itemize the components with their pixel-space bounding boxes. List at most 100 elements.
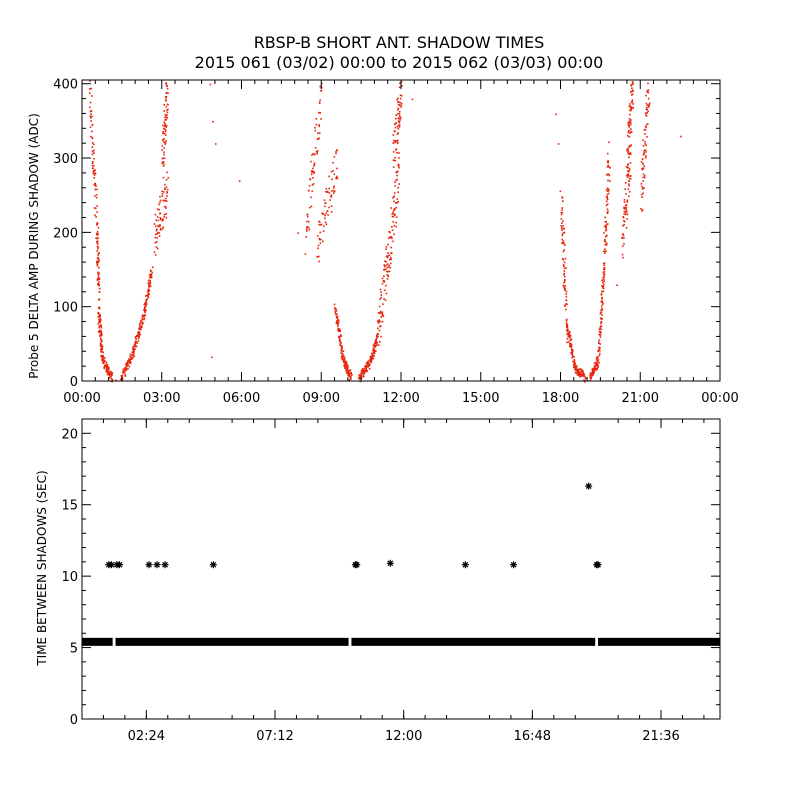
amplitude-point xyxy=(100,327,103,329)
interval-point xyxy=(161,561,169,569)
amplitude-point xyxy=(575,365,578,367)
amplitude-point xyxy=(318,137,320,139)
amplitude-point xyxy=(314,146,317,149)
amplitude-point xyxy=(607,188,610,190)
amplitude-point xyxy=(590,376,593,378)
amplitude-point xyxy=(325,212,327,215)
amplitude-point xyxy=(328,187,330,190)
amplitude-point xyxy=(573,359,576,361)
amplitude-point xyxy=(314,126,316,129)
amplitude-point xyxy=(562,265,565,268)
amplitude-point xyxy=(384,260,386,262)
amplitude-point xyxy=(166,195,168,197)
amplitude-point xyxy=(311,170,314,172)
amplitude-point xyxy=(360,372,363,375)
amplitude-point xyxy=(371,355,373,358)
amplitude-point xyxy=(568,333,571,335)
amplitude-point xyxy=(339,342,342,345)
amplitude-point xyxy=(90,117,92,119)
amplitude-point xyxy=(165,140,168,142)
amplitude-point xyxy=(100,325,102,328)
amplitude-point xyxy=(597,349,600,352)
amplitude-point xyxy=(361,368,364,370)
amplitude-point xyxy=(646,106,648,109)
amplitude-point xyxy=(90,110,93,112)
amplitude-point xyxy=(154,213,157,216)
amplitude-point xyxy=(153,251,156,254)
amplitude-point xyxy=(648,103,651,106)
amplitude-point xyxy=(628,167,630,170)
amplitude-point xyxy=(340,354,343,357)
amplitude-point xyxy=(396,139,399,142)
amplitude-point xyxy=(623,206,625,209)
amplitude-point xyxy=(570,348,573,351)
amplitude-point xyxy=(111,372,114,374)
amplitude-point xyxy=(334,308,336,310)
amplitude-point xyxy=(600,309,603,311)
amplitude-point xyxy=(385,264,388,267)
amplitude-point xyxy=(327,214,329,216)
amplitude-point xyxy=(91,161,94,163)
amplitude-point xyxy=(602,287,605,290)
amplitude-point xyxy=(631,100,634,103)
amplitude-point xyxy=(391,252,393,255)
amplitude-point xyxy=(136,335,139,338)
amplitude-point xyxy=(98,287,101,290)
amplitude-point xyxy=(630,130,633,133)
amplitude-point xyxy=(598,339,601,341)
amplitude-point xyxy=(565,296,568,298)
amplitude-point xyxy=(158,225,160,228)
amplitude-point xyxy=(332,161,334,164)
amplitude-point xyxy=(628,156,630,159)
amplitude-point xyxy=(109,376,111,379)
amplitude-point xyxy=(593,371,595,373)
amplitude-point xyxy=(153,223,156,225)
amplitude-point xyxy=(128,358,130,360)
amplitude-point xyxy=(98,278,101,280)
amplitude-point xyxy=(597,366,599,368)
amplitude-point xyxy=(141,323,144,326)
amplitude-point xyxy=(621,253,624,256)
amplitude-point xyxy=(574,363,576,365)
amplitude-point xyxy=(111,380,113,383)
amplitude-point xyxy=(569,342,571,345)
amplitude-point xyxy=(212,120,214,123)
amplitude-point xyxy=(129,353,132,356)
amplitude-point xyxy=(599,343,602,345)
amplitude-point xyxy=(373,354,375,357)
amplitude-point xyxy=(161,193,164,195)
amplitude-point xyxy=(371,352,373,355)
amplitude-point xyxy=(604,221,607,223)
amplitude-point xyxy=(129,359,131,362)
amplitude-point xyxy=(398,110,401,113)
amplitude-point xyxy=(573,360,576,363)
amplitude-point xyxy=(579,372,582,375)
x-tick-label: 15:00 xyxy=(462,391,499,406)
amplitude-point xyxy=(338,339,341,341)
amplitude-point xyxy=(630,131,632,134)
amplitude-point xyxy=(93,157,95,160)
amplitude-point xyxy=(589,376,592,379)
top-plot-frame xyxy=(81,79,721,382)
amplitude-point xyxy=(97,254,100,256)
amplitude-point xyxy=(147,295,150,297)
amplitude-point xyxy=(626,164,629,166)
amplitude-point xyxy=(347,366,349,368)
amplitude-point xyxy=(98,326,100,329)
amplitude-point xyxy=(642,162,644,165)
amplitude-point xyxy=(97,261,99,264)
amplitude-point xyxy=(94,173,97,175)
amplitude-point xyxy=(393,208,395,211)
y-tick-label: 100 xyxy=(53,301,78,316)
amplitude-point xyxy=(363,375,365,377)
amplitude-point xyxy=(622,224,624,227)
interval-point xyxy=(510,561,518,569)
amplitude-point xyxy=(380,291,382,293)
amplitude-point xyxy=(604,224,607,227)
amplitude-point xyxy=(379,341,381,343)
amplitude-point xyxy=(97,282,100,285)
amplitude-point xyxy=(605,244,608,246)
amplitude-point xyxy=(159,218,162,220)
amplitude-point xyxy=(574,362,576,364)
amplitude-point xyxy=(164,200,167,202)
